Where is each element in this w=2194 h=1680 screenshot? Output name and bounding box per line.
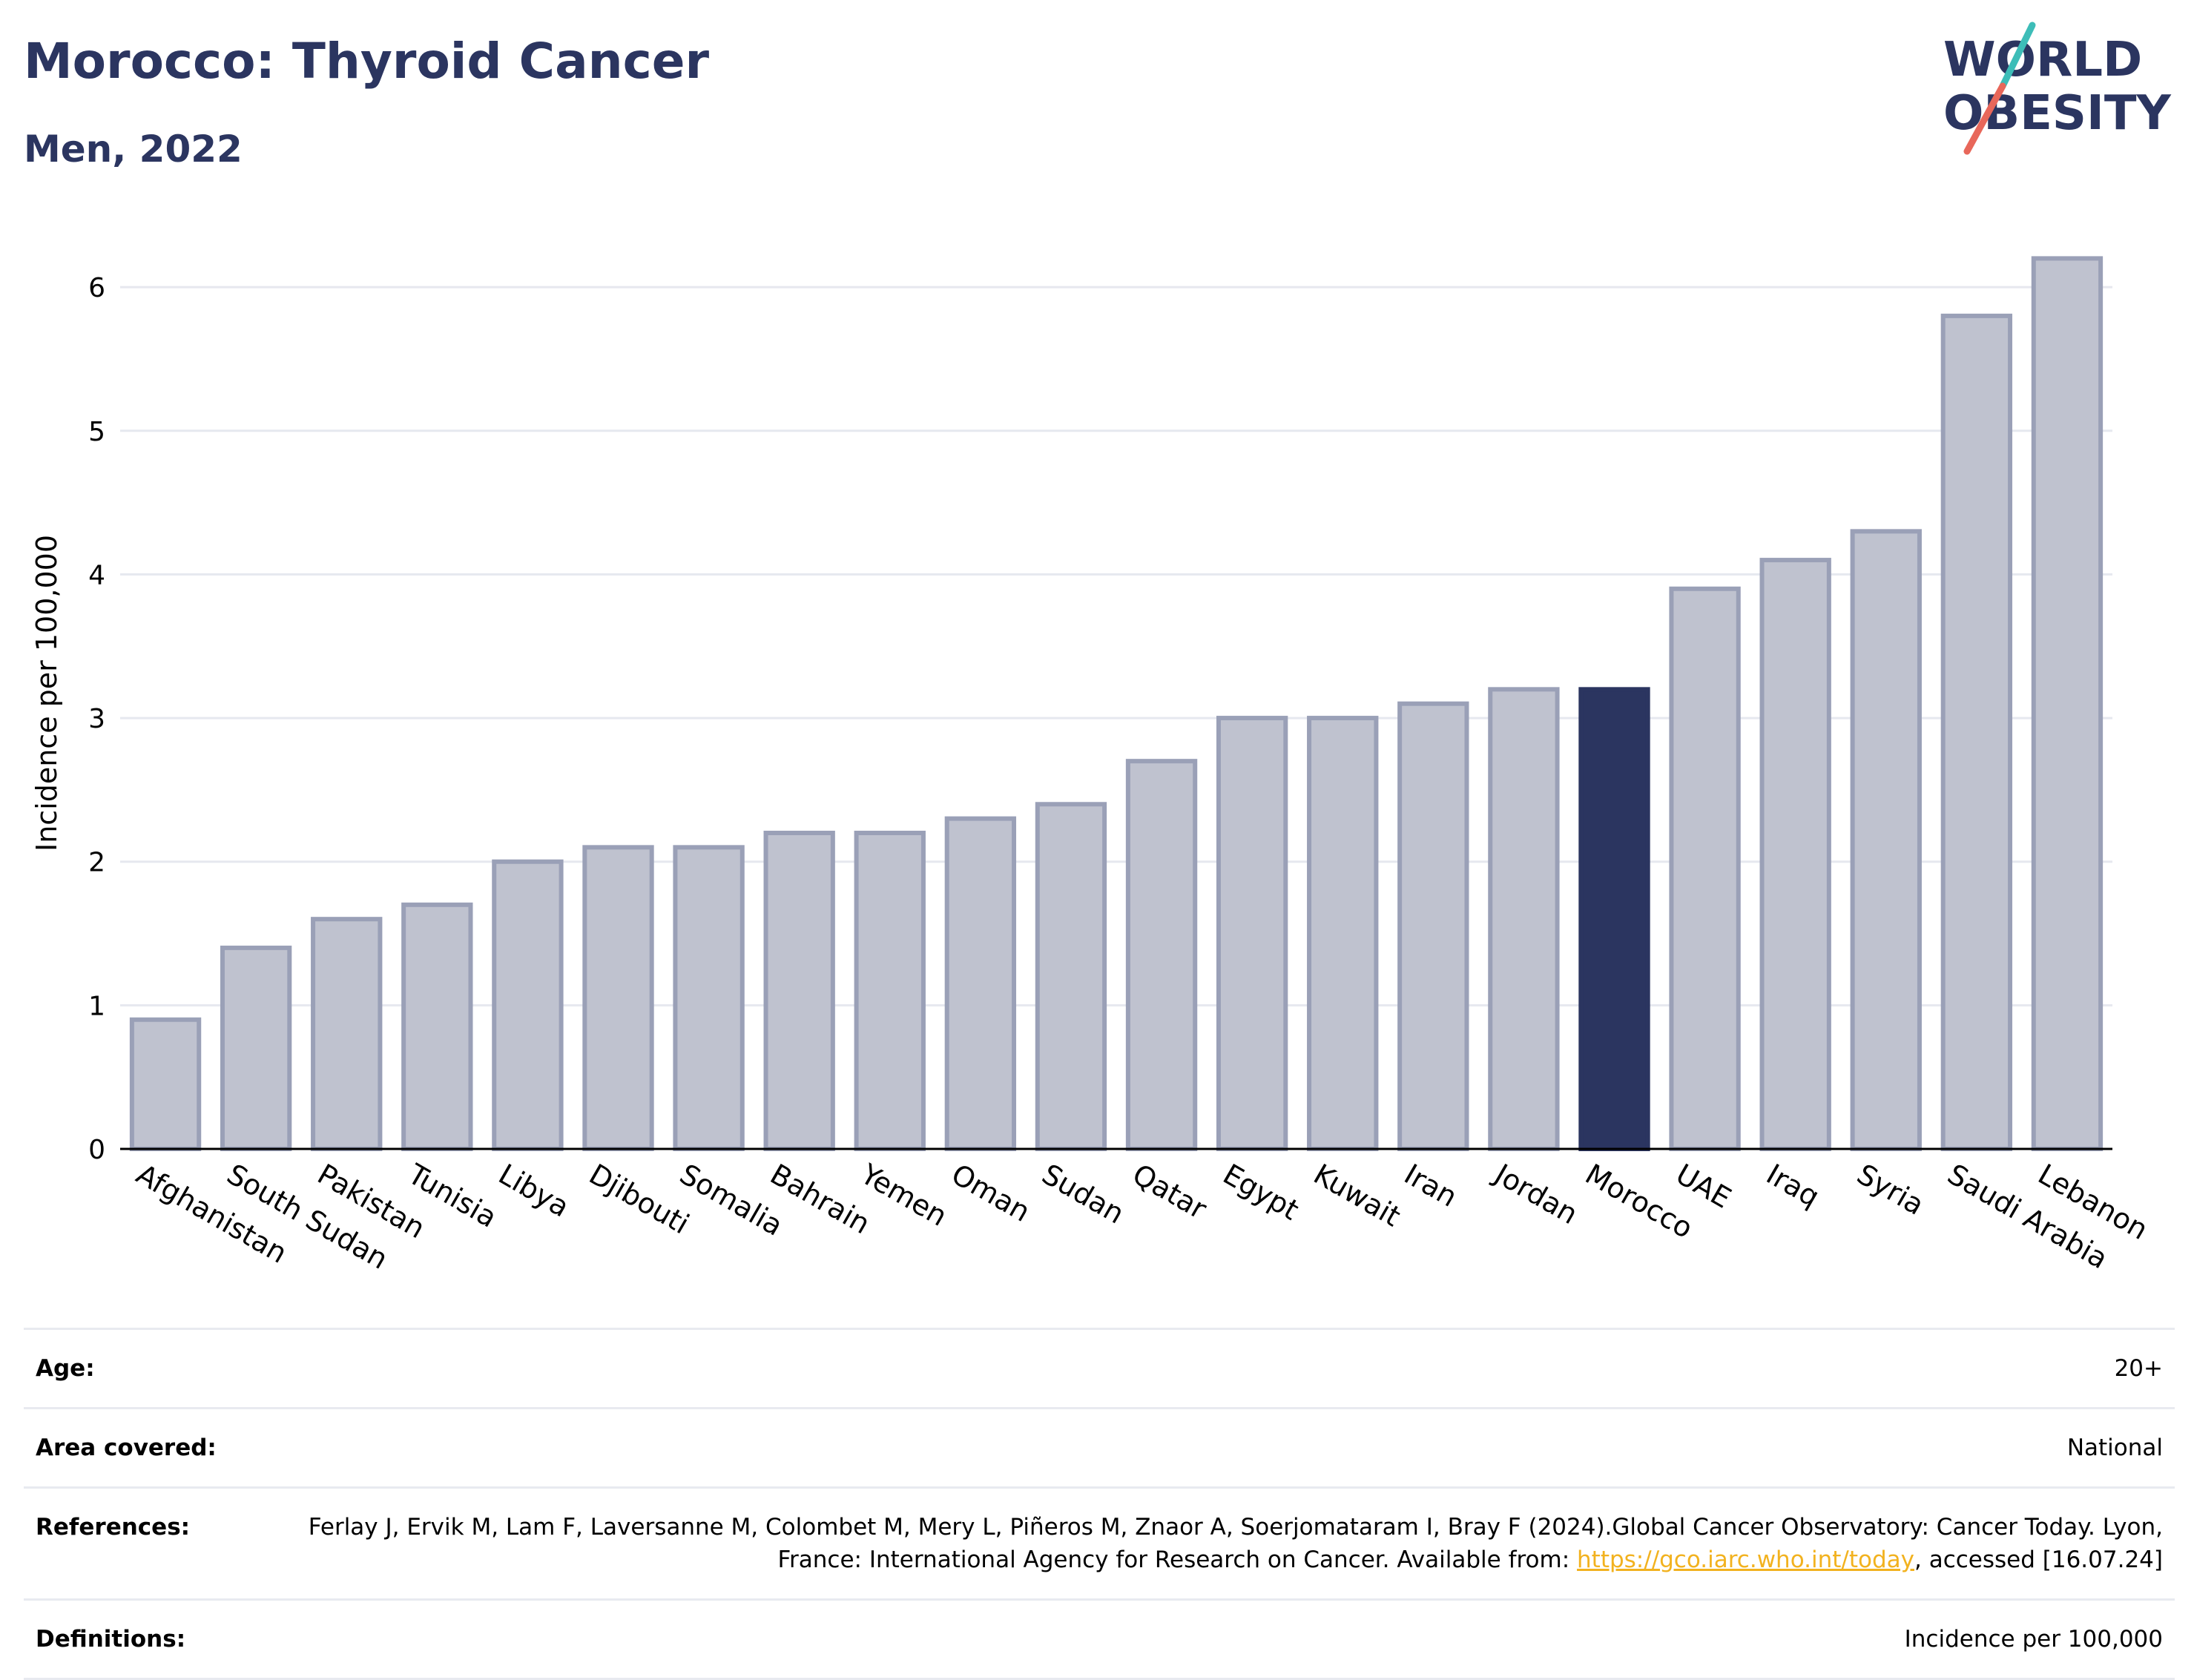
bar [673, 845, 745, 1152]
bar [944, 816, 1017, 1151]
x-tick-label: Iraq [1761, 1158, 1825, 1213]
references-text: Ferlay J, Ervik M, Lam F, Laversanne M, … [308, 1514, 2163, 1573]
bar [1940, 313, 2013, 1152]
x-tick-label: Bahrain [765, 1158, 875, 1241]
references-label: References: [36, 1514, 191, 1541]
info-row-area: Area covered: National [24, 1407, 2175, 1486]
bar [492, 859, 564, 1151]
x-tick-label: Qatar [1127, 1158, 1213, 1226]
bar [1307, 716, 1379, 1151]
bar [582, 845, 654, 1152]
bar [1850, 529, 1922, 1151]
bar [129, 1017, 202, 1152]
x-tick-label: Djibouti [584, 1158, 695, 1241]
area-label: Area covered: [36, 1434, 217, 1461]
definitions-label: Definitions: [36, 1626, 186, 1653]
bar [1397, 701, 1469, 1151]
logo-slash-bottom [1963, 82, 2006, 155]
page-title: Morocco: Thyroid Cancer [24, 33, 710, 90]
bar [1759, 558, 1831, 1151]
info-row-references: References: Ferlay J, Ervik M, Lam F, La… [24, 1486, 2175, 1598]
x-tick-label: Oman [946, 1158, 1035, 1228]
x-tick-label: Syria [1851, 1158, 1929, 1222]
bar-highlighted [1578, 687, 1650, 1151]
y-tick-label: 4 [88, 560, 105, 590]
definitions-value: Incidence per 100,000 [1904, 1626, 2163, 1653]
y-tick-labels: 0 1 2 3 4 5 6 [88, 273, 105, 1165]
logo-text-world: WORLD [1943, 33, 2142, 88]
bar [854, 830, 926, 1151]
references-accessed: , accessed [16.07.24] [1914, 1546, 2163, 1573]
x-tick-label: Somalia [674, 1158, 788, 1242]
logo-slash-top [1999, 22, 2036, 90]
bar [2031, 256, 2104, 1151]
info-table: Age: 20+ Area covered: National Referenc… [24, 1328, 2175, 1680]
world-obesity-logo: WORLD OBESITY [1943, 22, 2171, 155]
y-tick-label: 0 [88, 1135, 105, 1165]
page-subtitle: Men, 2022 [24, 128, 243, 171]
x-tick-label: Sudan [1036, 1158, 1130, 1231]
y-axis-label: Incidence per 100,000 [30, 535, 63, 851]
references-value: Ferlay J, Ervik M, Lam F, Laversanne M, … [220, 1511, 2163, 1576]
bar [1035, 802, 1107, 1152]
age-value: 20+ [2114, 1355, 2163, 1382]
bar [1669, 586, 1741, 1151]
x-tick-label: Kuwait [1308, 1158, 1406, 1233]
x-tick-label: Libya [493, 1158, 575, 1224]
y-tick-label: 1 [88, 991, 105, 1021]
references-link[interactable]: https://gco.iarc.who.int/today [1577, 1546, 1914, 1573]
y-tick-label: 5 [88, 417, 105, 447]
bar [220, 945, 292, 1151]
bar [1125, 759, 1198, 1152]
bar [311, 917, 383, 1151]
bar [1488, 687, 1560, 1151]
info-row-definitions: Definitions: Incidence per 100,000 [24, 1598, 2175, 1680]
y-tick-label: 3 [88, 704, 105, 734]
bar [1216, 716, 1288, 1151]
age-label: Age: [36, 1355, 95, 1382]
bars [129, 256, 2104, 1152]
y-tick-label: 2 [88, 848, 105, 878]
x-tick-label: Iran [1399, 1158, 1463, 1213]
area-value: National [2066, 1434, 2163, 1461]
info-row-age: Age: 20+ [24, 1328, 2175, 1407]
y-tick-label: 6 [88, 273, 105, 303]
x-tick-label: Jordan [1488, 1157, 1583, 1231]
x-tick-label: Egypt [1218, 1158, 1305, 1227]
bar [401, 902, 473, 1151]
bar [763, 830, 835, 1151]
